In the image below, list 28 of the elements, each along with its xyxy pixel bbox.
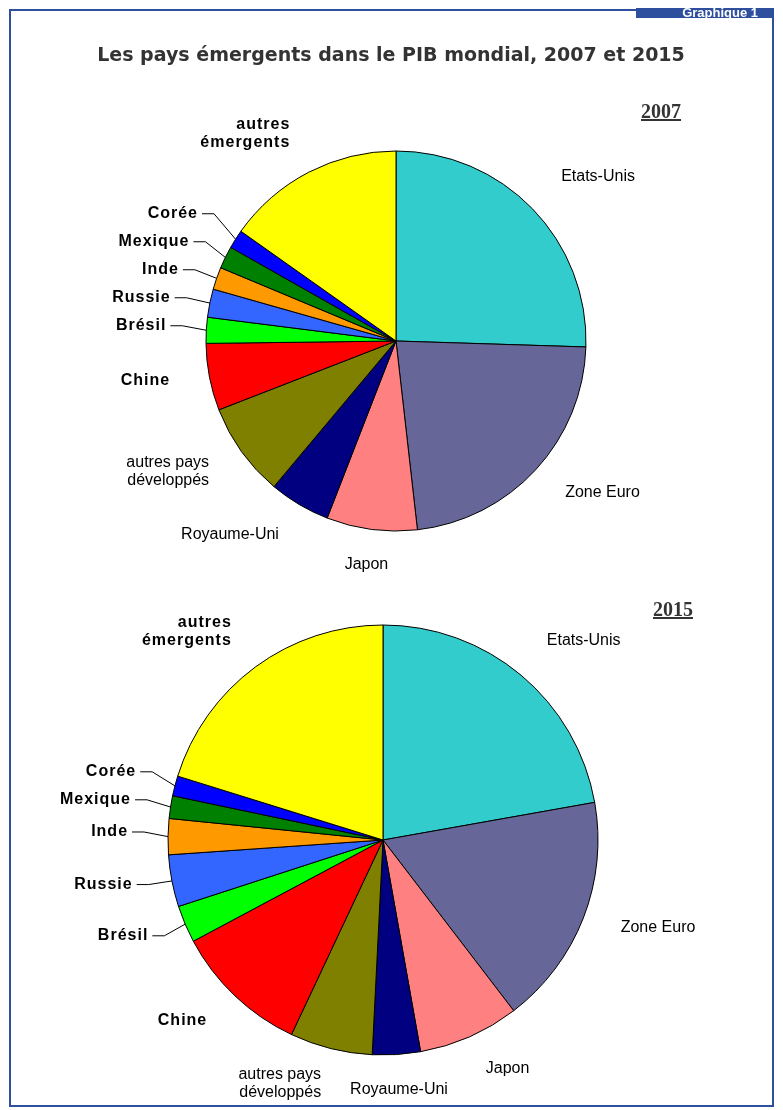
slice-label: Mexique [60,789,132,807]
slice-label: Mexique [118,231,190,249]
slice-label: Zone Euro [565,482,640,500]
text: Graphique 1 [682,5,758,20]
slice-label: Zone Euro [620,918,696,936]
slice-label: Russie [112,287,171,305]
slice-label: Etats-Unis [561,166,635,184]
slice-label: Corée [147,203,198,221]
slice-label: Inde [141,259,179,277]
slice-label: Russie [74,874,133,892]
slice-label: Etats-Unis [546,630,621,648]
slice-label: Chine [157,1010,208,1028]
slice-label: Inde [91,821,129,839]
slice-label: autres pays développés [126,453,210,489]
slice-label: Royaume-Uni [181,524,279,542]
chart-title: 2007 [641,100,681,122]
slice-label: Brésil [115,315,167,333]
slice-label: autres émergents [141,612,232,648]
slice-label: Japon [344,555,389,573]
slice-label: Japon [485,1059,530,1077]
slice-label: autres émergents [200,114,291,150]
slice-label: autres pays développés [238,1065,322,1101]
text: Les pays émergents dans le PIB mondial, 2007 et 2015 [97,43,685,65]
slice-label: Chine [120,370,171,388]
chart-title: 2015 [653,598,693,620]
slice-label: Royaume-Uni [350,1080,448,1098]
slice-label: Brésil [97,925,149,943]
slice-label: Corée [85,761,137,779]
